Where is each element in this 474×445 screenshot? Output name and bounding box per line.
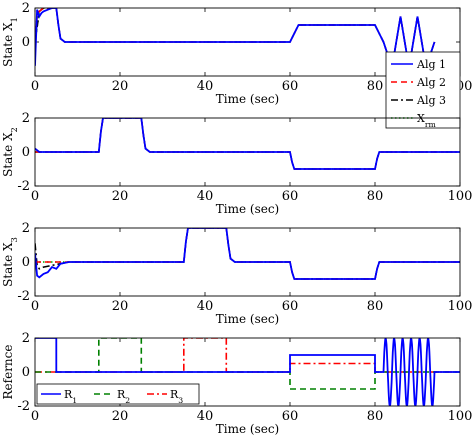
axes-frame (34, 7, 461, 77)
x-tick-label: 0 (31, 189, 39, 204)
y-tick-label: 0 (22, 255, 30, 270)
x-tick-label: 40 (197, 79, 214, 94)
y-tick-label: 2 (22, 111, 30, 126)
series-line-alg-3 (35, 228, 460, 280)
x-tick-label: 20 (112, 299, 129, 314)
series-line-r-1 (35, 338, 460, 406)
x-tick-label: 60 (282, 409, 299, 424)
series-line-x-rm (35, 8, 436, 68)
axes-frame (34, 337, 461, 407)
x-tick-label: 20 (112, 409, 129, 424)
axes-frame (34, 227, 461, 297)
x-tick-label: 40 (197, 189, 214, 204)
x-tick-label: 80 (367, 299, 384, 314)
x-axis-label: Time (sec) (216, 92, 279, 106)
y-axis-label: State X3 (1, 237, 19, 287)
x-tick-label: 80 (367, 79, 384, 94)
y-tick-label: -2 (17, 399, 30, 414)
x-axis-label: Time (sec) (216, 202, 279, 216)
y-axis-label: State X1 (1, 17, 19, 67)
y-tick-label: 2 (22, 221, 30, 236)
y-tick-label: 2 (22, 331, 30, 346)
x-tick-label: 100 (448, 189, 473, 204)
x-axis-label: Time (sec) (216, 312, 279, 326)
x-tick-label: 0 (31, 409, 39, 424)
series-line-alg-1 (35, 228, 460, 280)
subplot-1: 02040608010020Time (sec)State X1 (1, 1, 472, 106)
series-line-alg-2 (35, 228, 460, 280)
legend-label: Alg 2 (416, 76, 446, 89)
x-tick-label: 0 (31, 79, 39, 94)
x-tick-label: 60 (282, 299, 299, 314)
x-tick-label: 40 (197, 409, 214, 424)
series-line-alg-2 (35, 8, 436, 68)
y-axis-label: Refernce (1, 345, 15, 400)
x-axis-label: Time (sec) (216, 422, 279, 436)
x-tick-label: 80 (367, 189, 384, 204)
x-tick-label: 40 (197, 299, 214, 314)
legend-label: Alg 1 (416, 58, 446, 71)
x-tick-label: 80 (367, 409, 384, 424)
y-tick-label: -2 (17, 179, 30, 194)
series-line-alg-1 (35, 118, 460, 170)
x-tick-label: 20 (112, 79, 129, 94)
y-tick-label: -2 (17, 289, 30, 304)
y-tick-label: 2 (22, 1, 30, 16)
series-line-alg-3 (35, 8, 436, 68)
y-tick-label: 0 (22, 145, 30, 160)
x-tick-label: 100 (448, 299, 473, 314)
series-line-x-rm (35, 228, 460, 280)
legend-label: Alg 3 (416, 94, 446, 107)
x-tick-label: 100 (448, 409, 473, 424)
x-tick-label: 60 (282, 189, 299, 204)
x-tick-label: 60 (282, 79, 299, 94)
axes-frame (34, 117, 461, 187)
y-tick-label: 0 (22, 365, 30, 380)
x-tick-label: 20 (112, 189, 129, 204)
series-line-alg-1 (35, 8, 436, 68)
y-tick-label: 0 (22, 35, 30, 50)
legend: R1 R2 R3 (36, 383, 200, 405)
series-line-r-2 (35, 338, 460, 390)
y-axis-label: State X2 (1, 127, 19, 177)
x-tick-label: 0 (31, 299, 39, 314)
